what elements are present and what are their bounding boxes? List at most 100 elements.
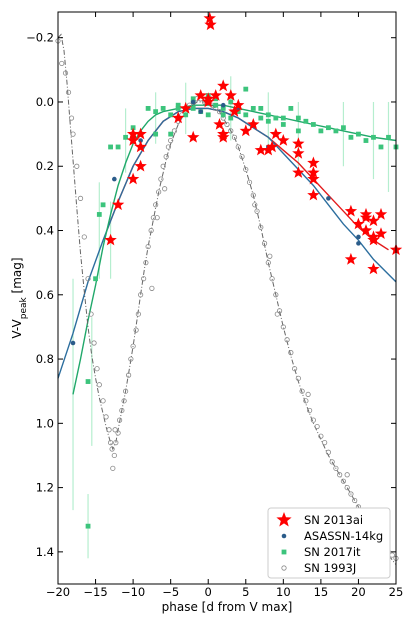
data-point — [213, 102, 219, 108]
data-point — [250, 106, 256, 111]
data-point — [228, 99, 234, 105]
data-point — [100, 398, 106, 404]
y-axis-title: V-Vpeak [mag] — [10, 257, 29, 338]
data-point — [150, 215, 156, 221]
data-point — [175, 106, 181, 111]
data-point — [209, 89, 222, 101]
legend: SN 2013ai ASASSN-14kg SN 2017it SN 1993J — [267, 507, 391, 579]
data-point — [107, 440, 114, 446]
legend-marker-3 — [281, 549, 287, 555]
data-point — [295, 128, 301, 134]
data-point — [91, 340, 97, 346]
x-axis-title: phase [d from V max] — [162, 600, 293, 614]
data-point — [235, 109, 241, 115]
data-point — [70, 131, 76, 137]
data-point — [134, 127, 147, 140]
legend-label-4: SN 1993J — [304, 561, 356, 575]
fit-curves — [57, 33, 397, 566]
data-point — [352, 217, 365, 230]
data-point — [194, 89, 207, 101]
data-point — [134, 159, 147, 172]
data-point — [115, 430, 121, 436]
data-point — [341, 125, 346, 131]
data-point — [198, 109, 204, 114]
data-point — [112, 176, 117, 182]
data-point — [295, 375, 301, 381]
data-point — [254, 143, 267, 156]
data-point — [74, 163, 80, 169]
data-point — [386, 134, 391, 140]
data-point — [108, 144, 113, 150]
y-tick-label: 0.8 — [36, 352, 54, 366]
data-point — [363, 138, 369, 143]
data-point — [273, 115, 279, 121]
data-point — [314, 423, 320, 430]
data-point — [70, 340, 76, 346]
data-point — [77, 195, 84, 201]
y-tick-label: −0.2 — [26, 31, 54, 45]
data-point — [216, 109, 223, 115]
data-point — [239, 124, 252, 137]
data-point — [126, 127, 140, 140]
data-point — [305, 391, 311, 398]
data-point — [322, 440, 328, 446]
legend-marker-2 — [281, 533, 287, 539]
data-point — [326, 196, 331, 201]
data-point — [59, 60, 65, 67]
data-point — [389, 552, 395, 558]
data-point — [138, 138, 143, 143]
data-point — [126, 134, 140, 146]
data-point — [284, 337, 290, 343]
data-point — [374, 207, 388, 220]
data-point — [246, 179, 253, 185]
x-tick-label: 15 — [314, 585, 329, 599]
data-point — [111, 198, 125, 211]
data-point — [250, 192, 256, 198]
data-point — [115, 144, 121, 150]
data-point — [220, 102, 226, 108]
data-point — [135, 311, 141, 317]
data-point — [307, 188, 320, 201]
data-point — [344, 204, 358, 217]
data-point — [228, 105, 241, 117]
data-point — [265, 112, 271, 118]
data-point — [367, 214, 380, 227]
data-point — [104, 233, 117, 246]
data-point — [228, 128, 234, 134]
data-point — [348, 491, 354, 497]
data-point — [340, 478, 347, 484]
data-point — [100, 202, 106, 208]
data-point — [235, 144, 241, 150]
data-point — [62, 70, 69, 76]
data-point — [280, 115, 286, 121]
data-point — [224, 121, 230, 128]
data-point — [160, 106, 166, 111]
y-tick-label: 0.6 — [36, 288, 54, 302]
data-point — [269, 276, 275, 282]
data-point — [274, 311, 280, 317]
x-tick-label: 10 — [276, 585, 291, 599]
y-tick-label: 1.4 — [36, 545, 54, 559]
data-point — [204, 18, 217, 31]
data-point — [374, 227, 388, 239]
data-point — [168, 112, 174, 118]
y-ticks: −0.2 0.0 0.2 0.4 0.6 0.8 1.0 1.2 1.4 — [26, 31, 396, 559]
data-point — [243, 112, 249, 118]
data-point — [85, 276, 91, 282]
data-point — [220, 106, 226, 111]
data-point — [371, 134, 376, 140]
x-tick-label: 5 — [242, 585, 249, 599]
data-point — [103, 414, 109, 420]
data-point — [165, 144, 172, 150]
data-point — [112, 427, 118, 433]
data-point — [141, 276, 147, 282]
data-point — [88, 311, 94, 317]
data-point — [261, 240, 268, 246]
data-point — [175, 102, 181, 108]
data-point — [213, 118, 226, 130]
x-tick-label: −10 — [121, 585, 145, 599]
data-point — [171, 128, 178, 134]
data-point — [303, 118, 309, 124]
data-point — [378, 144, 384, 150]
data-point — [352, 497, 358, 504]
